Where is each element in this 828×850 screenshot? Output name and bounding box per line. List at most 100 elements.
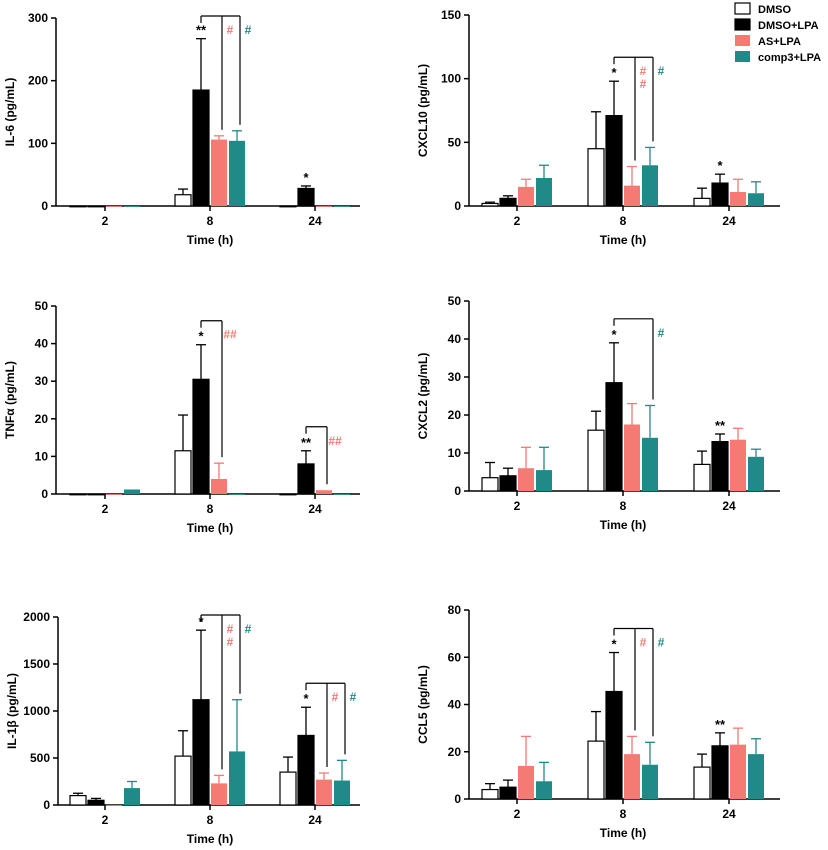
x-axis-title-ccl5: Time (h) xyxy=(600,826,646,840)
sig-mark-il1b-0: * xyxy=(198,614,204,629)
x-tick-label-il1b-2: 2 xyxy=(102,813,109,827)
sig-mark-cxcl2-0: * xyxy=(611,327,617,342)
bar-ccl5-dmso-8 xyxy=(587,740,605,800)
x-tick-label-tnfa-8: 8 xyxy=(207,502,214,516)
bar-cxcl2-as-lpa-8 xyxy=(624,424,640,491)
bar-il6-as-lpa-8 xyxy=(211,139,227,206)
sig-mark-tnfa-2: ## xyxy=(223,328,237,342)
sig-mark-cxcl10-0: * xyxy=(611,65,617,80)
bar-cxcl10-dmso-2 xyxy=(481,202,499,207)
sig-mark-cxcl10-1: * xyxy=(717,158,723,173)
bar-il6-comp3-lpa-24 xyxy=(334,206,350,207)
bar-cxcl2-dmso-lpa-2 xyxy=(499,475,517,492)
legend-label-as-lpa: AS+LPA xyxy=(758,36,801,48)
bar-cxcl2-dmso-24 xyxy=(693,463,711,492)
bar-tnfa-dmso-lpa-8 xyxy=(192,378,210,495)
legend-label-dmso: DMSO xyxy=(758,4,791,16)
bar-cxcl2-dmso-8 xyxy=(587,429,605,492)
x-tick-label-tnfa-24: 24 xyxy=(308,502,322,516)
y-tick-label-cxcl2-30: 30 xyxy=(448,370,462,384)
bar-ccl5-dmso-lpa-2 xyxy=(499,786,517,800)
x-tick-label-il1b-8: 8 xyxy=(207,813,214,827)
bar-ccl5-dmso-lpa-8 xyxy=(605,690,623,800)
y-tick-label-cxcl10-100: 100 xyxy=(441,72,461,86)
y-tick-label-tnfa-30: 30 xyxy=(35,374,49,388)
bar-tnfa-as-lpa-2 xyxy=(106,494,122,495)
bar-ccl5-comp3-lpa-2 xyxy=(536,781,552,799)
sig-mark-il1b-1: * xyxy=(303,691,309,706)
bar-il6-as-lpa-2 xyxy=(106,206,122,207)
x-tick-label-cxcl2-24: 24 xyxy=(722,499,736,513)
bar-il6-dmso-2 xyxy=(69,205,87,208)
bar-cxcl10-dmso-lpa-8 xyxy=(605,114,623,207)
bar-cxcl2-comp3-lpa-2 xyxy=(536,470,552,491)
x-axis-title-il6: Time (h) xyxy=(187,233,233,247)
bar-cxcl2-dmso-2 xyxy=(481,477,499,492)
bar-cxcl2-as-lpa-2 xyxy=(518,468,534,491)
bar-ccl5-dmso-24 xyxy=(693,766,711,800)
bar-ccl5-dmso-lpa-24 xyxy=(711,745,729,800)
bar-il1b-as-lpa-24 xyxy=(316,779,332,805)
bar-cxcl2-comp3-lpa-8 xyxy=(642,437,658,491)
bar-tnfa-dmso-lpa-24 xyxy=(297,463,315,495)
bar-il1b-dmso-8 xyxy=(174,755,192,806)
sig-mark-il6-3: # xyxy=(245,23,252,37)
sig-mark-il1b-2-a: # xyxy=(227,622,234,636)
x-tick-label-ccl5-24: 24 xyxy=(722,807,736,821)
sig-mark-ccl5-3: # xyxy=(658,636,665,650)
bar-il6-comp3-lpa-2 xyxy=(124,206,140,207)
x-tick-label-cxcl2-8: 8 xyxy=(620,499,627,513)
sig-mark-tnfa-3: ## xyxy=(328,434,342,448)
sig-mark-il6-0: ** xyxy=(196,23,207,38)
bar-ccl5-comp3-lpa-8 xyxy=(642,764,658,799)
sig-mark-ccl5-2: # xyxy=(640,636,647,650)
bar-il6-dmso-lpa-24 xyxy=(297,187,315,207)
bar-il6-dmso-lpa-2 xyxy=(87,205,105,208)
bar-il6-dmso-24 xyxy=(279,205,297,208)
x-tick-label-cxcl10-2: 2 xyxy=(514,214,521,228)
y-tick-label-il1b-500: 500 xyxy=(30,751,50,765)
x-tick-label-cxcl2-2: 2 xyxy=(514,499,521,513)
y-tick-label-cxcl10-0: 0 xyxy=(454,199,461,213)
bar-cxcl10-comp3-lpa-2 xyxy=(536,177,552,206)
y-tick-label-cxcl2-10: 10 xyxy=(448,446,462,460)
x-axis-title-tnfa: Time (h) xyxy=(187,521,233,535)
legend: DMSO DMSO+LPA AS+LPA comp3+LPA xyxy=(734,2,821,64)
y-tick-label-il6-100: 100 xyxy=(28,136,48,150)
y-axis-title-tnfa: TNFα (pg/mL) xyxy=(3,361,17,439)
legend-label-comp3-lpa: comp3+LPA xyxy=(758,52,821,64)
bar-cxcl10-as-lpa-2 xyxy=(518,186,534,206)
bar-cxcl2-comp3-lpa-24 xyxy=(748,456,764,491)
y-tick-label-il1b-1000: 1000 xyxy=(23,704,50,718)
y-tick-label-il6-200: 200 xyxy=(28,74,48,88)
y-tick-label-il1b-1500: 1500 xyxy=(23,657,50,671)
sig-mark-il1b-3: # xyxy=(245,622,252,636)
y-tick-label-cxcl2-40: 40 xyxy=(448,332,462,346)
y-tick-label-cxcl10-50: 50 xyxy=(448,135,462,149)
sig-mark-cxcl10-3: # xyxy=(658,64,665,78)
y-axis-title-il1b: IL-1β (pg/mL) xyxy=(5,673,19,749)
bar-cxcl10-dmso-24 xyxy=(693,197,711,207)
bar-ccl5-as-lpa-2 xyxy=(518,765,534,799)
x-axis-title-cxcl10: Time (h) xyxy=(600,233,646,247)
sig-mark-il1b-2-b: # xyxy=(227,635,234,649)
legend-label-dmso-lpa: DMSO+LPA xyxy=(758,20,819,32)
y-tick-label-tnfa-40: 40 xyxy=(35,337,49,351)
sig-mark-il6-2: # xyxy=(227,23,234,37)
legend-swatch-dmso-lpa xyxy=(734,18,751,31)
y-tick-label-ccl5-0: 0 xyxy=(454,792,461,806)
x-tick-label-il1b-24: 24 xyxy=(308,813,322,827)
bar-il6-as-lpa-24 xyxy=(316,206,332,207)
bar-il6-dmso-8 xyxy=(174,194,192,207)
y-tick-label-cxcl2-20: 20 xyxy=(448,408,462,422)
bar-cxcl10-dmso-lpa-24 xyxy=(711,182,729,207)
sig-mark-cxcl10-2-b: # xyxy=(640,77,647,91)
bar-il1b-as-lpa-8 xyxy=(211,783,227,805)
bar-tnfa-dmso-lpa-2 xyxy=(87,493,105,496)
bar-il1b-as-lpa-2 xyxy=(106,805,122,806)
bar-il6-dmso-lpa-8 xyxy=(192,89,210,207)
